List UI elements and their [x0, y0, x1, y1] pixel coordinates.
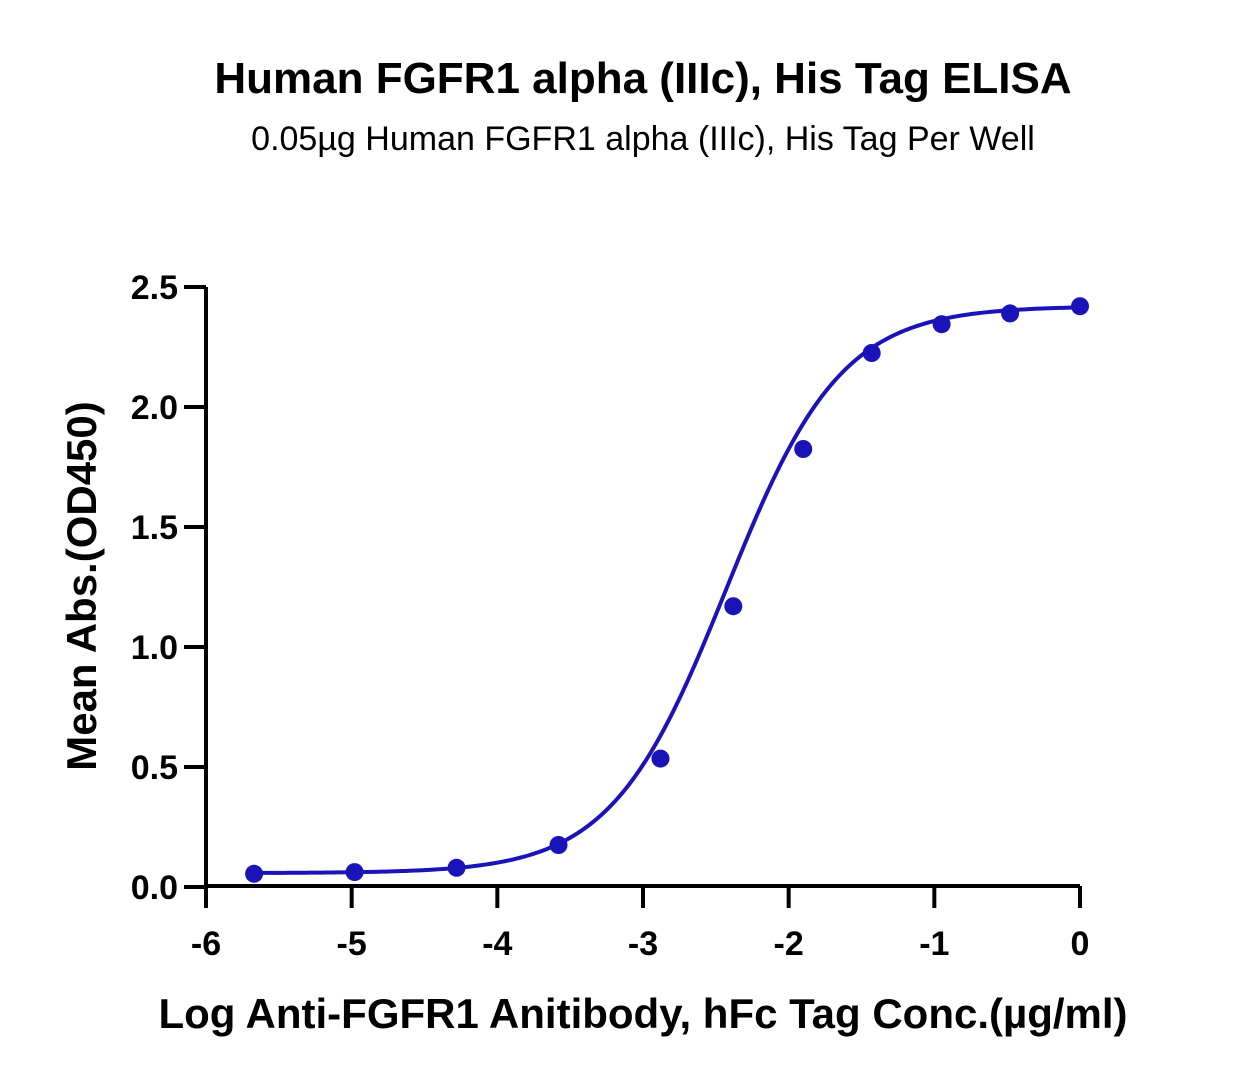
- y-tick-label: 0.5: [131, 749, 178, 787]
- data-point: [862, 344, 881, 362]
- x-tick-label: -1: [919, 925, 949, 963]
- data-point: [345, 863, 364, 882]
- x-tick-label: 0: [1071, 925, 1090, 963]
- data-points: [245, 297, 1089, 883]
- y-tick-label: 2.5: [131, 269, 178, 307]
- fit-curve-line: [254, 305, 1081, 875]
- data-point: [1071, 297, 1089, 316]
- data-point: [1001, 304, 1020, 323]
- y-tick-label: 1.5: [131, 509, 178, 547]
- x-axis-ticks: -6 -5 -4 -3 -2 -1 0: [191, 886, 1090, 963]
- data-point: [932, 315, 951, 334]
- data-point: [245, 864, 264, 883]
- data-point: [447, 858, 466, 877]
- x-tick-label: -3: [628, 925, 658, 963]
- x-tick-label: -2: [774, 925, 804, 963]
- data-point: [794, 440, 813, 458]
- y-axis-title: Mean Abs.(OD450): [58, 401, 105, 771]
- x-tick-label: -5: [337, 925, 367, 963]
- y-tick-label: 0.0: [131, 869, 178, 907]
- y-axis-ticks: 0.0 0.5 1.0 1.5 2.0 2.5: [131, 269, 206, 907]
- x-axis-title: Log Anti-FGFR1 Anitibody, hFc Tag Conc.(…: [158, 990, 1127, 1037]
- data-point: [651, 749, 670, 768]
- x-tick-label: -4: [482, 925, 512, 963]
- y-tick-label: 2.0: [131, 389, 178, 427]
- x-tick-label: -6: [191, 925, 221, 963]
- chart-title: Human FGFR1 alpha (IIIc), His Tag ELISA: [214, 54, 1071, 103]
- y-tick-label: 1.0: [131, 629, 178, 667]
- chart-subtitle: 0.05µg Human FGFR1 alpha (IIIc), His Tag…: [251, 120, 1035, 158]
- data-point: [549, 836, 568, 854]
- data-point: [724, 597, 743, 616]
